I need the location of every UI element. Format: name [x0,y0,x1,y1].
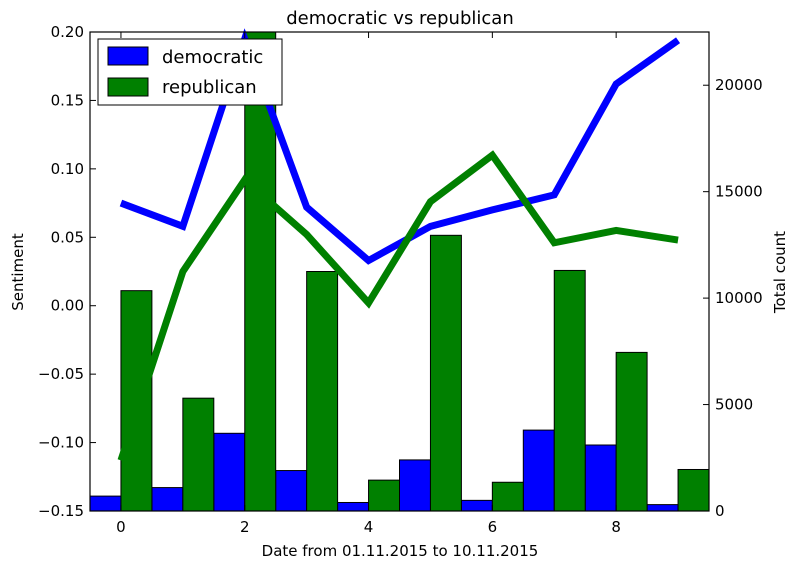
bar-democratic-4 [337,501,370,512]
y-left-tick-label: 0.15 [51,91,84,109]
bar-democratic-7 [522,429,555,512]
y-left-tick-label: 0.05 [51,228,84,246]
legend-swatch-republican [107,77,149,97]
bar-democratic-9 [646,504,679,512]
bar-democratic-0 [89,495,122,512]
y-left-tick-label: 0.00 [51,297,84,315]
y-right-axis-title: Total count [771,231,789,314]
y-right-tick-label: 5000 [715,396,753,414]
y-right-tick-label: 20000 [715,76,763,94]
x-axis-title: Date from 01.11.2015 to 10.11.2015 [262,542,539,560]
bar-republican-4 [368,479,400,512]
x-tick-label: 6 [488,518,498,536]
bar-republican-5 [429,234,462,512]
axes-layer: 0 2 4 6 8 0.20 0.15 0.10 0.05 0.00 −0.05 −0.10 −0.15… [38,23,763,536]
bar-republican-1 [182,397,215,512]
bar-democratic-2 [213,432,246,512]
bar-republican-8 [615,351,648,512]
bar-democratic-5 [399,459,431,512]
x-tick-label: 4 [364,518,374,536]
line-republican [117,150,679,462]
bar-republican-9 [677,468,710,512]
plot-frame [89,31,710,512]
x-tick-label: 0 [116,518,126,536]
y-left-tick-label: −0.10 [38,434,84,452]
bar-republican-0 [120,290,153,512]
y-right-tick-label: 15000 [715,183,763,201]
bars-layer [89,31,710,512]
y-left-tick-label: 0.20 [51,23,84,41]
bar-republican-3 [306,271,339,512]
bar-democratic-8 [584,444,617,512]
y-right-tick-label: 10000 [715,289,763,307]
bar-democratic-3 [275,470,308,512]
y-left-axis-title: Sentiment [9,233,27,311]
y-left-tick-label: −0.05 [38,365,84,383]
y-left-tick-label: 0.10 [51,160,84,178]
line-democratic [119,28,681,265]
legend-label-republican: republican [162,77,257,98]
legend: democratic republican [97,38,283,106]
lines-layer [117,28,681,462]
legend-label-democratic: democratic [162,47,263,68]
bar-republican-7 [553,269,586,512]
legend-swatch-democratic [107,46,149,66]
x-tick-label: 8 [611,518,621,536]
x-tick-label: 2 [240,518,250,536]
chart-title: democratic vs republican [286,8,513,29]
bar-democratic-1 [151,487,184,512]
bar-republican-6 [491,481,524,512]
y-left-tick-label: −0.15 [38,502,84,520]
bar-democratic-6 [460,499,493,512]
y-right-tick-label: 0 [715,502,725,520]
